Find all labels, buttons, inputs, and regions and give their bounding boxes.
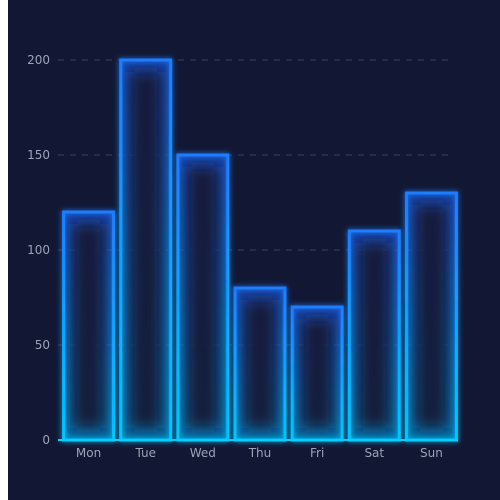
- y-tick-label: 100: [27, 243, 50, 257]
- y-tick-label: 0: [42, 433, 50, 447]
- x-tick-label: Sun: [420, 446, 443, 460]
- bar-core: [415, 205, 448, 428]
- bar: [347, 229, 401, 442]
- x-tick-label: Thu: [248, 446, 272, 460]
- bar-core: [244, 300, 276, 428]
- bars: [62, 58, 458, 442]
- bar-core: [301, 319, 334, 428]
- x-tick-label: Tue: [134, 446, 156, 460]
- x-tick-label: Wed: [190, 446, 216, 460]
- bar: [176, 153, 230, 442]
- bar-core: [129, 72, 162, 428]
- bar-core: [358, 243, 391, 428]
- bar: [233, 286, 287, 442]
- bar: [404, 191, 458, 442]
- y-axis-tick-labels: 0 50 100 150 200: [27, 53, 50, 447]
- bar: [62, 210, 116, 442]
- bar-core: [186, 167, 219, 428]
- x-tick-label: Fri: [310, 446, 324, 460]
- x-tick-label: Mon: [76, 446, 101, 460]
- y-tick-label: 200: [27, 53, 50, 67]
- bar: [119, 58, 173, 442]
- y-tick-label: 150: [27, 148, 50, 162]
- bar: [290, 305, 344, 442]
- y-tick-label: 50: [35, 338, 50, 352]
- x-axis-tick-labels: Mon Tue Wed Thu Fri Sat Sun: [76, 446, 443, 460]
- x-tick-label: Sat: [364, 446, 384, 460]
- bar-core: [72, 224, 105, 428]
